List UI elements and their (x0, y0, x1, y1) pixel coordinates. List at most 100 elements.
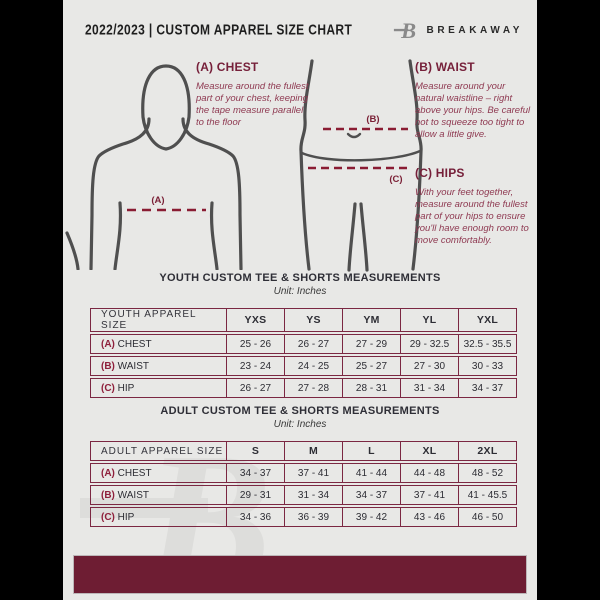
measurement-cell: 29 - 31 (227, 485, 285, 505)
figure-inner-right-leg (359, 202, 369, 272)
size-col-header: S (227, 441, 285, 461)
figure-waistband-curve (300, 149, 422, 162)
page-title: 2022/2023 | CUSTOM APPAREL SIZE CHART (85, 21, 353, 39)
measurement-cell: 31 - 34 (285, 485, 343, 505)
brand-block: B BREAKAWAY (393, 18, 524, 43)
measurement-cell: 24 - 25 (285, 356, 343, 376)
figure-inner-left-leg (347, 202, 357, 272)
breakaway-logo-icon: B (393, 18, 416, 43)
page-header: 2022/2023 | CUSTOM APPAREL SIZE CHART B … (85, 15, 523, 45)
row-label: WAIST (117, 489, 149, 501)
measurement-cell: 25 - 26 (227, 334, 285, 354)
waist-instructions: (B) WAIST Measure around your natural wa… (415, 60, 535, 141)
lower-body-diagram: (B) (C) (299, 59, 423, 272)
row-label: WAIST (117, 360, 149, 372)
measurement-cell: 27 - 29 (343, 334, 401, 354)
measurement-cell: 34 - 37 (343, 485, 401, 505)
size-col-header: M (285, 441, 343, 461)
size-col-header: YL (401, 308, 459, 332)
waist-instructions-title: (B) WAIST (415, 60, 475, 74)
row-prefix: (C) (101, 511, 115, 523)
measurement-cell: 34 - 37 (227, 463, 285, 483)
measurement-cell: 25 - 27 (343, 356, 401, 376)
table-row: (B) WAIST 29 - 31 31 - 34 34 - 37 37 - 4… (90, 485, 517, 505)
measurement-cell: 27 - 30 (401, 356, 459, 376)
chest-marker-label: (A) (151, 195, 164, 206)
size-col-header: YM (343, 308, 401, 332)
row-prefix: (A) (101, 467, 115, 479)
measurement-cell: 26 - 27 (285, 334, 343, 354)
figure-left-body-edge (65, 231, 80, 270)
adult-size-table: ADULT APPAREL SIZE S M L XL 2XL (A) CHES… (90, 439, 517, 529)
row-label-cell: (A) CHEST (90, 334, 227, 354)
chest-instructions-text: Measure around the fullest part of your … (196, 81, 309, 128)
row-label: HIP (117, 382, 135, 394)
size-col-header: YXL (459, 308, 517, 332)
figure-left-armpit-crease (113, 201, 123, 270)
adult-table-title: ADULT CUSTOM TEE & SHORTS MEASUREMENTS (160, 405, 440, 417)
figure-head (141, 64, 191, 151)
size-col-header: 2XL (459, 441, 517, 461)
hip-marker-label: (C) (389, 174, 402, 185)
size-col-header: YS (285, 308, 343, 332)
row-prefix: (C) (101, 382, 115, 394)
measurement-cell: 32.5 - 35.5 (459, 334, 517, 354)
measurement-cell: 30 - 33 (459, 356, 517, 376)
measurement-cell: 37 - 41 (401, 485, 459, 505)
measurement-cell: 23 - 24 (227, 356, 285, 376)
hips-instructions-text: With your feet together, measure around … (415, 187, 529, 246)
row-label-cell: (B) WAIST (90, 356, 227, 376)
measurement-cell: 27 - 28 (285, 378, 343, 398)
chest-instructions-title: (A) CHEST (196, 60, 259, 74)
table-row: (B) WAIST 23 - 24 24 - 25 25 - 27 27 - 3… (90, 356, 517, 376)
size-chart-page: 2022/2023 | CUSTOM APPAREL SIZE CHART B … (63, 0, 537, 600)
size-col-header: XL (401, 441, 459, 461)
figure-left-shoulder-arm (89, 117, 151, 270)
figure-navel (346, 132, 362, 139)
size-col-header: YXS (227, 308, 285, 332)
brand-name: BREAKAWAY (426, 24, 523, 36)
measurement-cell: 34 - 37 (459, 378, 517, 398)
measurement-cell: 43 - 46 (401, 507, 459, 527)
measurement-cell: 39 - 42 (343, 507, 401, 527)
chest-instructions: (A) CHEST Measure around the fullest par… (196, 60, 310, 129)
measurement-cell: 48 - 52 (459, 463, 517, 483)
table-row: (C) HIP 26 - 27 27 - 28 28 - 31 31 - 34 … (90, 378, 517, 398)
size-col-header: L (343, 441, 401, 461)
figure-right-shoulder-arm (181, 117, 243, 270)
figure-right-armpit-crease (209, 201, 219, 270)
measurement-cell: 26 - 27 (227, 378, 285, 398)
row-prefix: (B) (101, 489, 115, 501)
row-label-cell: (C) HIP (90, 378, 227, 398)
measurement-cell: 29 - 32.5 (401, 334, 459, 354)
youth-table-title: YOUTH CUSTOM TEE & SHORTS MEASUREMENTS (159, 272, 441, 284)
upper-body-diagram: (A) (65, 64, 243, 270)
measurement-cell: 28 - 31 (343, 378, 401, 398)
row-label: CHEST (117, 467, 152, 479)
waist-marker-label: (B) (366, 114, 379, 125)
youth-size-table: YOUTH APPAREL SIZE YXS YS YM YL YXL (A) … (90, 306, 517, 400)
footer-bar (73, 555, 527, 594)
hips-instructions: (C) HIPS With your feet together, measur… (415, 166, 535, 247)
row-label: CHEST (117, 338, 152, 350)
hips-instructions-title: (C) HIPS (415, 166, 465, 180)
youth-size-header-cell: YOUTH APPAREL SIZE (90, 308, 227, 332)
table-header-row: ADULT APPAREL SIZE S M L XL 2XL (90, 441, 517, 461)
measurement-cell: 37 - 41 (285, 463, 343, 483)
youth-table-unit: Unit: Inches (273, 286, 327, 297)
row-prefix: (B) (101, 360, 115, 372)
measurement-cell: 44 - 48 (401, 463, 459, 483)
row-label-cell: (A) CHEST (90, 463, 227, 483)
row-label-cell: (B) WAIST (90, 485, 227, 505)
table-header-row: YOUTH APPAREL SIZE YXS YS YM YL YXL (90, 308, 517, 332)
waist-instructions-text: Measure around your natural waistline – … (415, 81, 531, 140)
adult-table-unit: Unit: Inches (273, 419, 327, 430)
measurement-cell: 41 - 44 (343, 463, 401, 483)
measurement-cell: 31 - 34 (401, 378, 459, 398)
measurement-cell: 34 - 36 (227, 507, 285, 527)
measurement-cell: 36 - 39 (285, 507, 343, 527)
table-row: (A) CHEST 25 - 26 26 - 27 27 - 29 29 - 3… (90, 334, 517, 354)
measurement-cell: 41 - 45.5 (459, 485, 517, 505)
adult-size-header-cell: ADULT APPAREL SIZE (90, 441, 227, 461)
